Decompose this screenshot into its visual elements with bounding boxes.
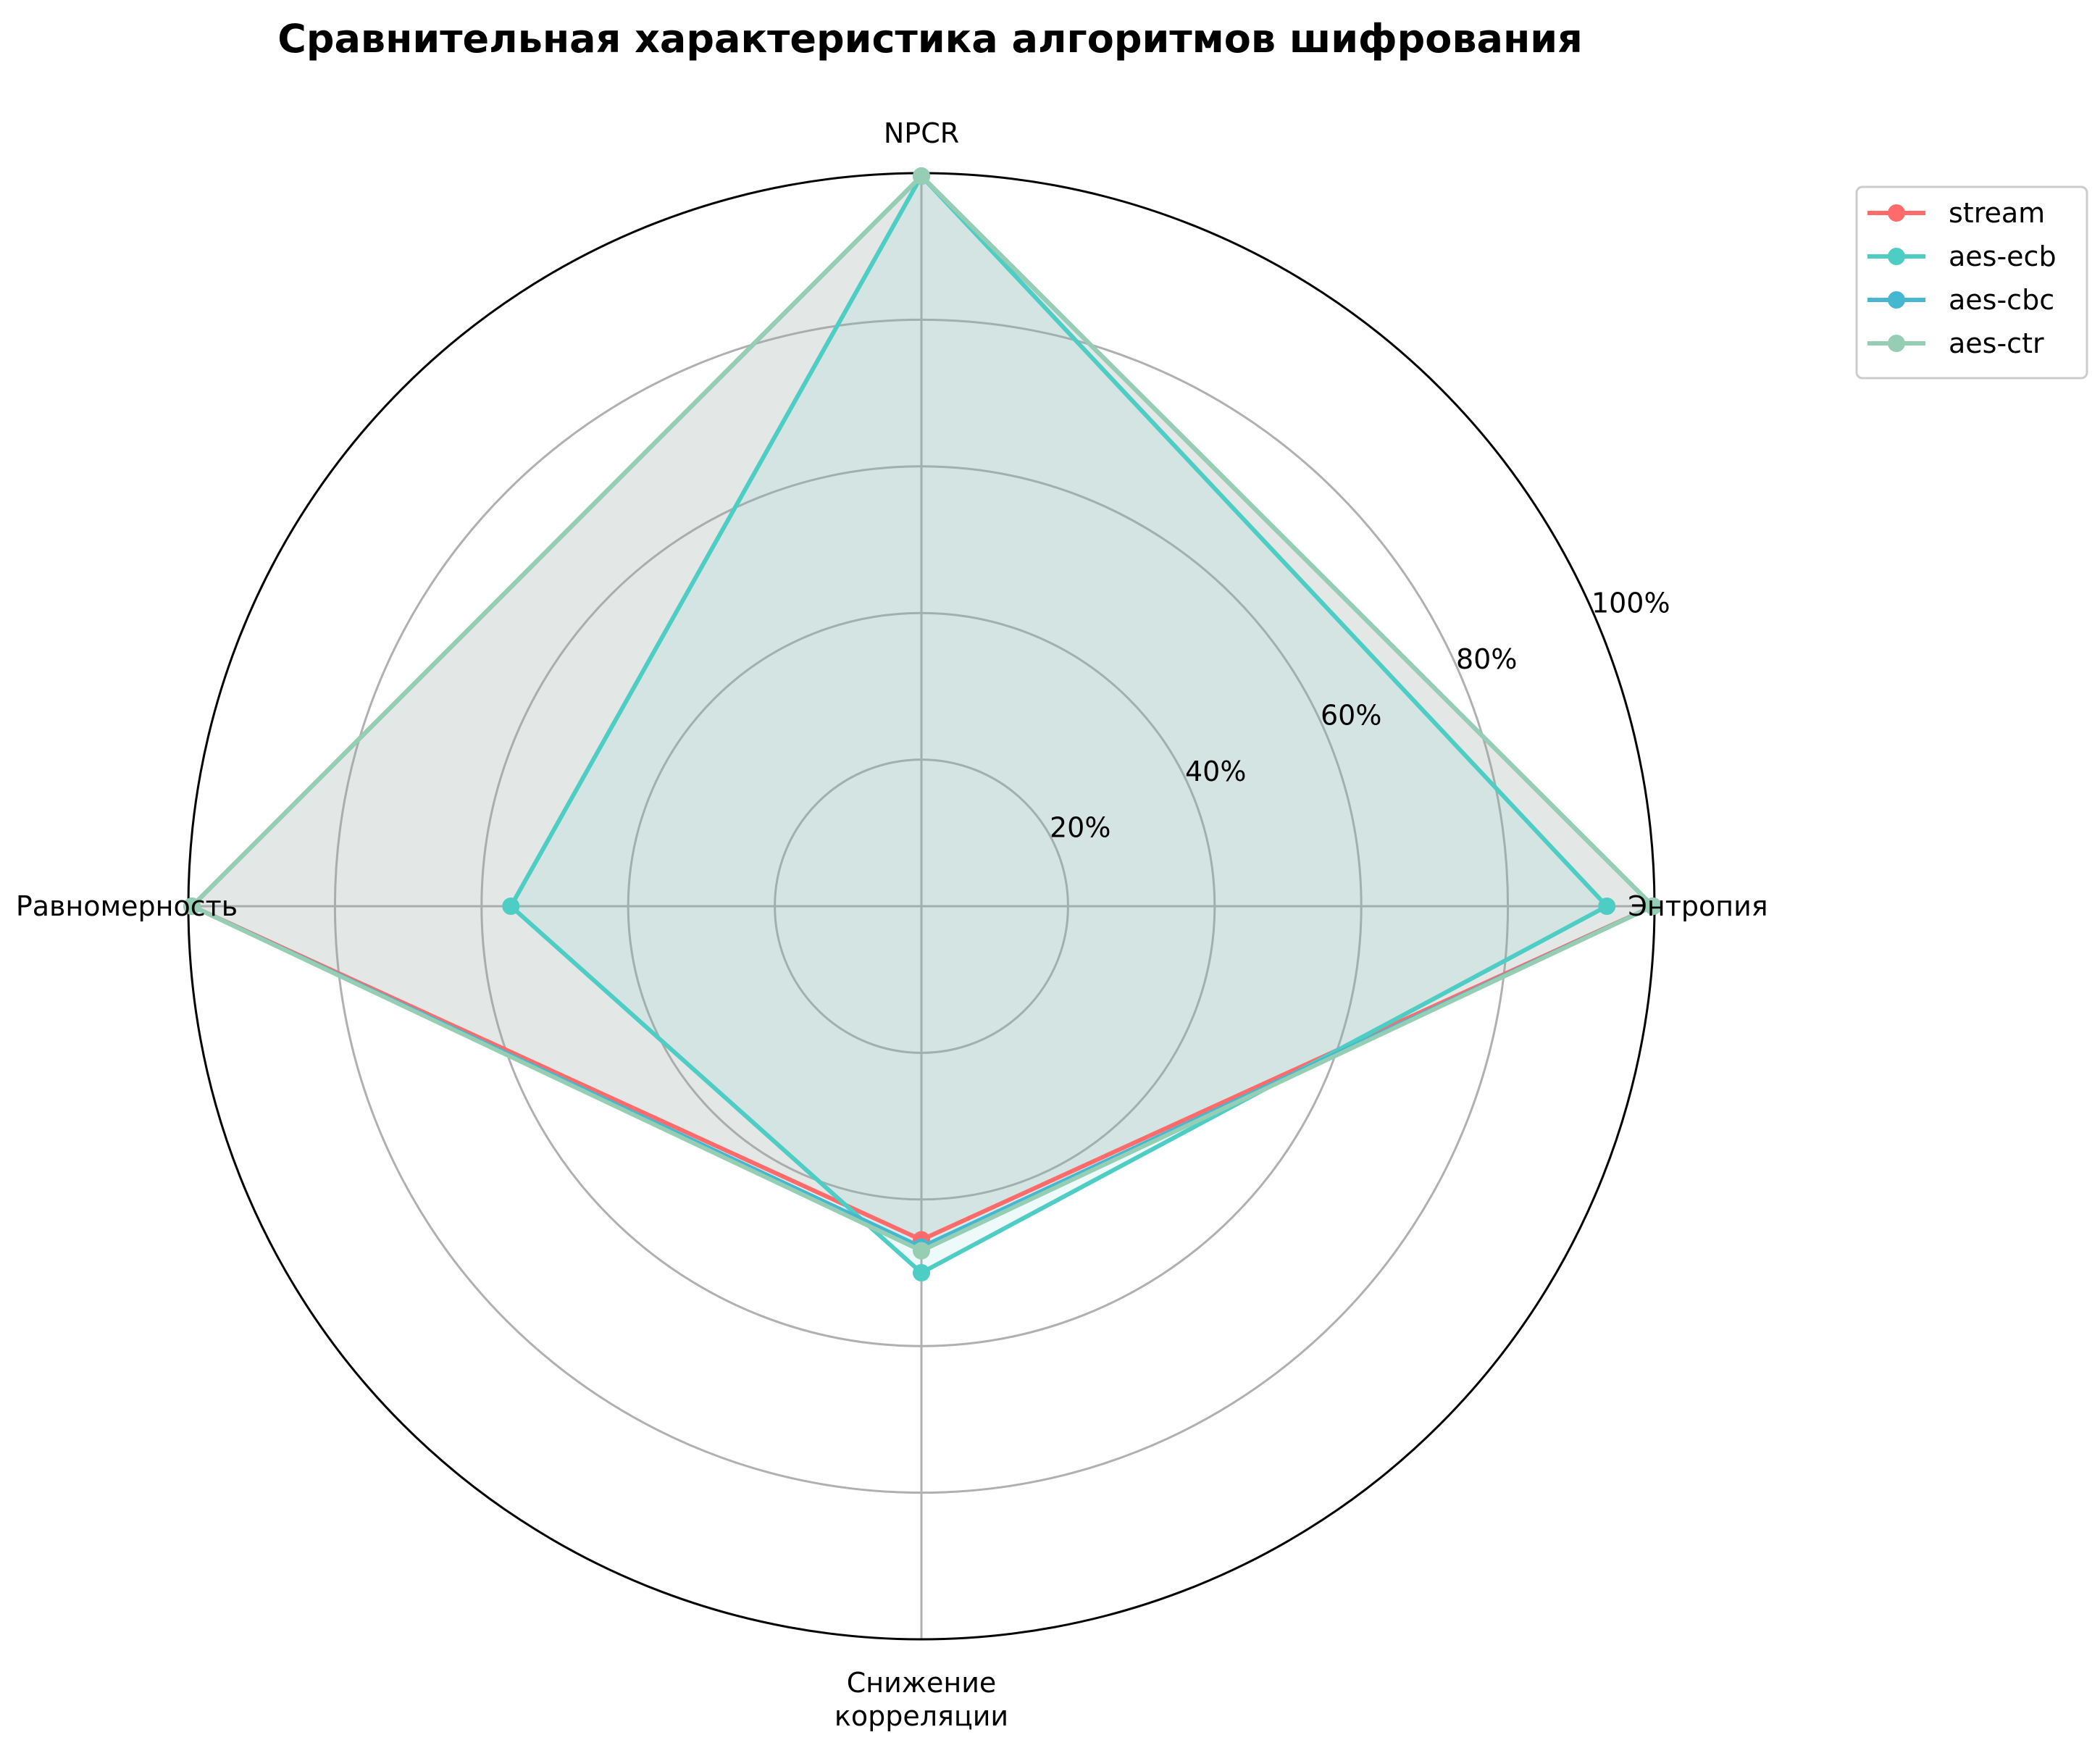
legend-label-stream: stream [1949, 197, 2045, 229]
legend-swatch-marker-aes-cbc [1888, 291, 1905, 309]
r-tick-label-4: 100% [1591, 587, 1670, 619]
series-point-aes-ctr-1 [913, 167, 930, 185]
series-point-aes-ecb-2 [502, 898, 520, 915]
chart-title: Сравнительная характеристика алгоритмов … [277, 16, 1583, 62]
series-point-aes-ecb-0 [1598, 898, 1616, 915]
axis-label-1-0: NPCR [884, 117, 959, 149]
legend-box [1855, 185, 2088, 380]
series-point-aes-ctr-3 [913, 1242, 930, 1260]
r-tick-label-0: 20% [1050, 812, 1110, 844]
axis-label-3-0: Снижение [847, 1667, 997, 1699]
series-fill-aes-ecb [511, 176, 1607, 1273]
series-fill-stream [192, 176, 1654, 1240]
series-point-aes-ctr-0 [1644, 898, 1662, 915]
legend-label-aes-cbc: aes-cbc [1949, 284, 2054, 316]
axis-label-0-0: Энтропия [1628, 890, 1768, 922]
legend-swatch-marker-aes-ctr [1888, 335, 1905, 352]
r-tick-label-1: 40% [1185, 756, 1246, 787]
series-layer [183, 167, 1662, 1281]
series-point-aes-ecb-3 [913, 1264, 930, 1281]
legend-swatch-marker-stream [1888, 204, 1905, 222]
series-point-aes-ctr-2 [183, 898, 201, 915]
axis-label-2-0: Равномерность [16, 890, 238, 922]
axis-label-3-1: корреляции [834, 1700, 1008, 1732]
legend-label-aes-ctr: aes-ctr [1949, 327, 2044, 359]
series-fill-aes-ctr [192, 176, 1654, 1251]
legend: stream aes-ecb aes-cbc aes-ctr [1855, 185, 2088, 380]
r-tick-label-3: 80% [1456, 643, 1517, 675]
label-layer: 20% 40% 60% 80% 100% Энтропия NPCR Равномерност… [16, 117, 1768, 1732]
r-tick-label-2: 60% [1321, 700, 1381, 732]
legend-swatch-marker-aes-ecb [1888, 248, 1905, 265]
legend-label-aes-ecb: aes-ecb [1949, 240, 2057, 272]
series-fill-aes-cbc [192, 176, 1654, 1247]
